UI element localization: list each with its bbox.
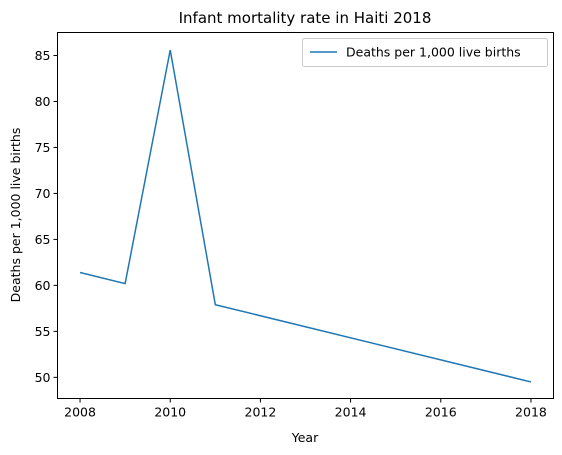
x-axis: 2008 2010 2012 2014 2016 2018 (64, 398, 547, 420)
x-tick-label: 2008 (64, 405, 96, 420)
x-axis-label: Year (291, 430, 319, 445)
y-tick-label: 65 (35, 232, 51, 247)
y-tick-label: 75 (35, 140, 51, 155)
legend-label: Deaths per 1,000 live births (346, 45, 521, 60)
x-tick-label: 2014 (335, 405, 367, 420)
y-tick-label: 70 (35, 186, 51, 201)
y-tick-label: 80 (35, 94, 51, 109)
y-tick-label: 55 (35, 324, 51, 339)
y-tick-label: 60 (35, 278, 51, 293)
y-tick-label: 85 (35, 48, 51, 63)
chart-title: Infant mortality rate in Haiti 2018 (179, 9, 432, 27)
y-axis-label: Deaths per 1,000 live births (8, 128, 23, 303)
x-tick-label: 2018 (515, 405, 547, 420)
y-tick-label: 50 (35, 370, 51, 385)
axes-frame (57, 32, 554, 399)
legend-box (302, 38, 548, 67)
series-group (79, 49, 532, 383)
y-axis: 50 55 60 65 70 75 80 85 (35, 48, 58, 385)
plot-area: 2008 2010 2012 2014 2016 2018 50 55 60 65 70 75 80 8… (35, 32, 554, 420)
x-tick-label: 2010 (154, 405, 186, 420)
x-tick-label: 2012 (245, 405, 277, 420)
x-tick-label: 2016 (425, 405, 457, 420)
legend: Deaths per 1,000 live births (302, 38, 548, 67)
series-line (79, 49, 532, 383)
